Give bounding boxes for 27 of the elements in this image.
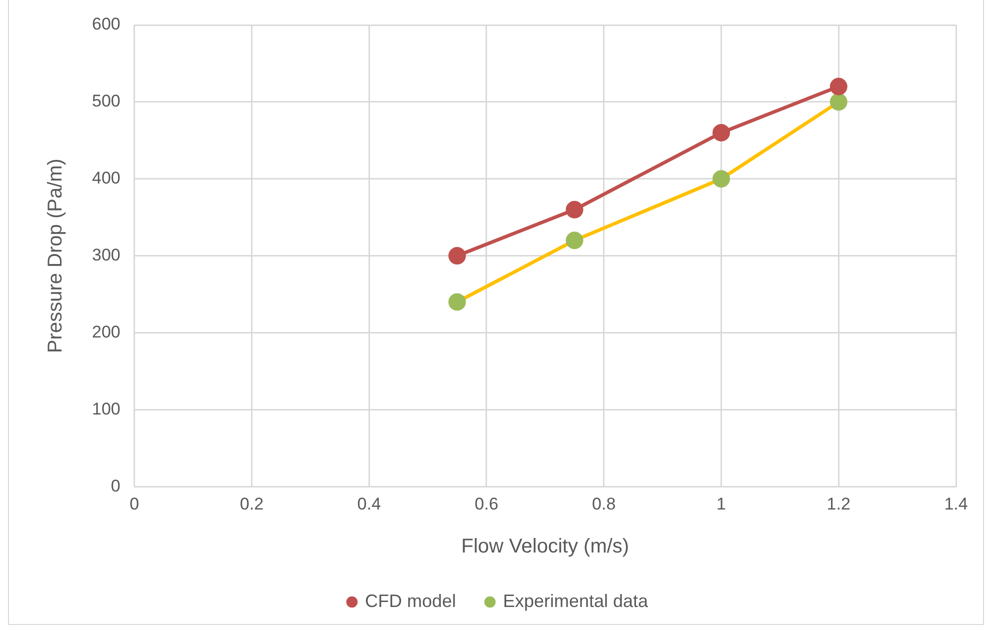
x-tick-label: 0.6 (474, 494, 498, 514)
x-tick-label: 0.4 (357, 494, 381, 514)
y-tick-label: 300 (92, 245, 120, 264)
point (566, 200, 584, 218)
point (830, 93, 848, 111)
y-tick-label: 400 (92, 168, 120, 188)
point (712, 170, 730, 188)
legend-label: Experimental data (502, 590, 650, 611)
legend-label: CFD model (364, 590, 456, 611)
y-tick-label: 200 (92, 322, 120, 342)
y-tick-label: 500 (92, 92, 120, 111)
x-tick-label: 1.2 (826, 494, 850, 514)
x-tick-label: 0.2 (240, 494, 264, 514)
point (448, 293, 466, 311)
x-axis-title: Flow Velocity (m/s) (461, 536, 630, 558)
x-tick-label: 0.8 (592, 494, 616, 514)
x-tick-label: 1.4 (944, 494, 968, 514)
point (448, 247, 466, 265)
y-tick-label: 600 (92, 14, 120, 34)
point (830, 78, 848, 96)
y-tick-label: 100 (92, 399, 120, 418)
y-axis-title: Pressure Drop (Pa/m) (44, 158, 67, 354)
x-tick-label: 1 (716, 494, 726, 514)
point (712, 124, 730, 142)
point (566, 232, 584, 250)
y-tick-label: 0 (110, 476, 120, 496)
x-tick-label: 0 (130, 494, 140, 514)
